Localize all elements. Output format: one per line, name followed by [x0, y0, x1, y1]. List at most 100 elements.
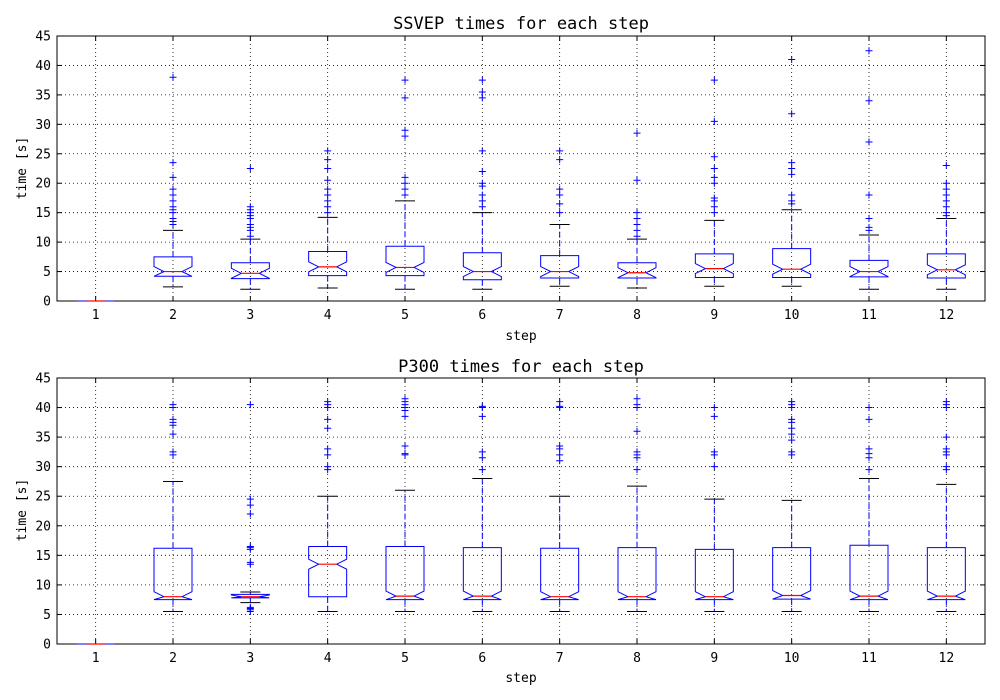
- outlier-point: [324, 463, 332, 471]
- outlier-point: [324, 176, 332, 184]
- y-tick-label: 20: [35, 177, 51, 192]
- outlier-point: [324, 415, 332, 423]
- notched-box: [385, 545, 425, 601]
- box-plot: [772, 56, 812, 287]
- notched-box: [540, 255, 580, 279]
- outlier-point: [401, 76, 409, 84]
- outlier-point: [788, 415, 796, 423]
- box-plot: [153, 73, 193, 288]
- notched-box: [772, 248, 812, 278]
- outlier-point: [788, 197, 796, 205]
- outlier-point: [788, 56, 796, 64]
- outlier-point: [324, 445, 332, 453]
- outlier-point: [788, 170, 796, 178]
- outlier-point: [942, 197, 950, 205]
- outlier-point: [710, 463, 718, 471]
- box-plot: [926, 162, 966, 290]
- outlier-point: [169, 159, 177, 167]
- x-tick-label: 10: [784, 651, 800, 666]
- outlier-point: [478, 203, 486, 211]
- outlier-point: [710, 173, 718, 181]
- outlier-point: [246, 203, 254, 211]
- outlier-point: [942, 209, 950, 217]
- outlier-point: [556, 457, 564, 465]
- y-tick-label: 45: [35, 30, 51, 45]
- outlier-point: [556, 191, 564, 199]
- outlier-point: [169, 191, 177, 199]
- x-tick-label: 5: [401, 308, 409, 323]
- outlier-point: [710, 448, 718, 456]
- outlier-point: [942, 185, 950, 193]
- x-tick-label: 3: [246, 651, 254, 666]
- box-plot: [772, 398, 812, 612]
- outlier-point: [169, 203, 177, 211]
- outlier-point: [169, 73, 177, 81]
- box-plot: [230, 165, 270, 290]
- outlier-point: [788, 398, 796, 406]
- outlier-point: [246, 558, 254, 566]
- outlier-point: [401, 94, 409, 102]
- box-plot: [308, 398, 348, 612]
- x-tick-label: 4: [324, 308, 332, 323]
- outlier-point: [169, 215, 177, 223]
- outlier-point: [478, 179, 486, 187]
- y-tick-label: 30: [35, 118, 51, 133]
- outlier-point: [556, 185, 564, 193]
- outlier-point: [556, 156, 564, 164]
- y-axis-label: time [s]: [15, 479, 30, 542]
- x-tick-label: 6: [478, 651, 486, 666]
- outlier-point: [710, 76, 718, 84]
- y-tick-label: 15: [35, 549, 51, 564]
- outlier-point: [324, 191, 332, 199]
- notched-box: [540, 547, 580, 601]
- outlier-point: [478, 191, 486, 199]
- outlier-point: [788, 448, 796, 456]
- outlier-point: [865, 191, 873, 199]
- notched-box: [308, 545, 348, 598]
- outlier-point: [865, 215, 873, 223]
- outlier-point: [633, 129, 641, 137]
- outlier-point: [633, 209, 641, 217]
- outlier-point: [788, 165, 796, 172]
- box-plot: [230, 401, 270, 615]
- outlier-point: [169, 415, 177, 423]
- outlier-point: [942, 203, 950, 211]
- notched-box: [230, 262, 270, 280]
- outlier-point: [633, 466, 641, 474]
- outlier-point: [633, 401, 641, 409]
- outlier-point: [942, 433, 950, 441]
- outlier-point: [246, 495, 254, 503]
- y-tick-label: 0: [43, 638, 51, 653]
- outlier-point: [710, 404, 718, 412]
- y-tick-label: 10: [35, 236, 51, 251]
- outlier-point: [556, 398, 564, 406]
- x-tick-label: 3: [246, 308, 254, 323]
- plot-frame: [56, 35, 986, 302]
- x-tick-label: 6: [478, 308, 486, 323]
- outlier-point: [401, 173, 409, 181]
- y-tick-label: 40: [35, 59, 51, 74]
- box-plot: [385, 395, 425, 612]
- box-plot: [385, 76, 425, 290]
- notched-box: [462, 547, 502, 601]
- notched-box: [772, 547, 812, 600]
- outlier-point: [478, 402, 486, 410]
- outlier-point: [788, 436, 796, 444]
- outlier-point: [633, 226, 641, 234]
- outlier-point: [942, 191, 950, 199]
- outlier-point: [865, 47, 873, 55]
- y-tick-label: 35: [35, 431, 51, 446]
- outlier-point: [710, 165, 718, 172]
- outlier-point: [556, 147, 564, 155]
- outlier-point: [169, 185, 177, 193]
- outlier-point: [710, 412, 718, 420]
- chart-title: P300 times for each step: [398, 357, 644, 377]
- outlier-point: [633, 427, 641, 435]
- outlier-point: [246, 501, 254, 509]
- x-tick-label: 9: [710, 308, 718, 323]
- x-tick-label: 11: [861, 308, 877, 323]
- outlier-point: [401, 395, 409, 403]
- outlier-point: [324, 147, 332, 155]
- notched-box: [617, 547, 657, 601]
- notched-box: [153, 256, 193, 277]
